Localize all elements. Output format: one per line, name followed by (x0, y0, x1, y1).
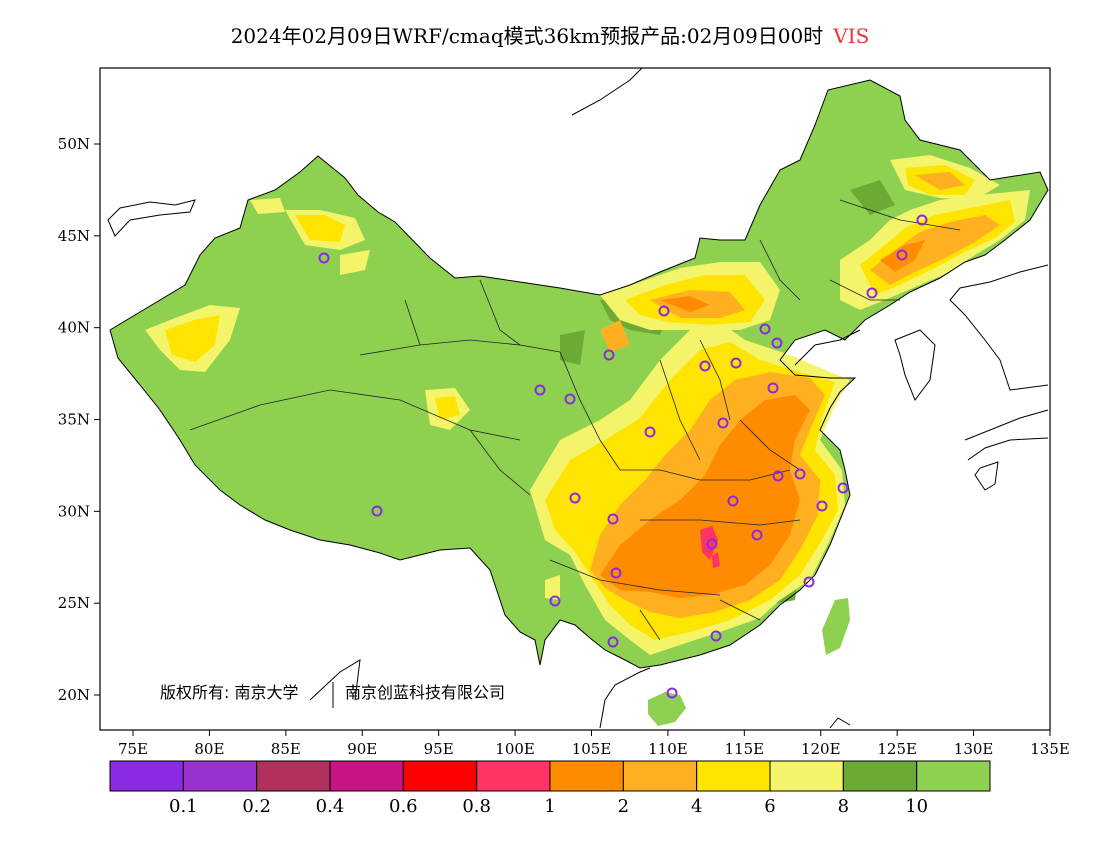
lon-tick-label: 85E (271, 740, 301, 758)
lat-tick-label: 40N (58, 319, 90, 337)
lat-tick-label: 35N (58, 411, 90, 429)
copyright-company: 南京创蓝科技有限公司 (345, 683, 505, 702)
colorbar-swatch (769, 760, 844, 792)
lon-tick-label: 135E (1030, 740, 1070, 758)
station-marker (816, 500, 828, 512)
colorbar-label: 6 (764, 796, 775, 817)
station-marker (866, 287, 878, 299)
colorbar-label: 2 (618, 796, 629, 817)
low-visibility-core (700, 526, 720, 568)
lon-tick-label: 90E (347, 740, 377, 758)
station-marker (727, 495, 739, 507)
station-marker (644, 426, 656, 438)
lon-tick-label: 125E (877, 740, 917, 758)
colorbar-swatch (402, 760, 478, 792)
colorbar-label: 0.4 (316, 796, 345, 817)
longitude-axis: 75E 80E 85E 90E 95E 100E 105E 110E 115E 120E 125E 1… (118, 730, 1070, 758)
station-marker (610, 567, 622, 579)
lat-tick-label: 20N (58, 686, 90, 704)
map-area: 版权所有: 南京大学 南京创蓝科技有限公司 (107, 68, 1049, 729)
lon-tick-label: 115E (725, 740, 765, 758)
chart-title: 2024年02月09日WRF/cmaq模式36km预报产品:02月09日00时 V… (0, 20, 1100, 49)
station-marker (837, 482, 849, 494)
station-marker (569, 492, 581, 504)
station-marker (658, 305, 670, 317)
colorbar-swatch (696, 760, 771, 792)
station-marker (916, 214, 928, 226)
colorbar-label: 10 (905, 796, 928, 817)
orange-zone (600, 240, 925, 598)
station-marker (666, 687, 678, 699)
title-text: 2024年02月09日WRF/cmaq模式36km预报产品:02月09日00时 (230, 24, 824, 48)
colorbar-swatch (109, 760, 184, 792)
station-marker (803, 576, 815, 588)
station-marker (534, 384, 546, 396)
colorbar-label: 0.8 (462, 796, 491, 817)
taiwan-island (822, 598, 850, 655)
colorbar-label: 0.1 (169, 796, 198, 817)
station-marker (771, 337, 783, 349)
station-marker (607, 513, 619, 525)
lon-tick-label: 120E (801, 740, 841, 758)
station-marker (730, 357, 742, 369)
province-borders (189, 199, 961, 641)
station-marker (706, 538, 718, 550)
latitude-axis: 50N 45N 40N 35N 30N 25N 20N (58, 135, 100, 704)
lon-tick-label: 95E (424, 740, 454, 758)
lon-tick-label: 130E (954, 740, 994, 758)
station-marker (371, 505, 383, 517)
colorbar-swatch (549, 760, 624, 792)
station-marker (751, 529, 763, 541)
lon-tick-label: 105E (572, 740, 612, 758)
colorbar-swatch (256, 760, 331, 792)
colorbar-label: 1 (544, 796, 555, 817)
colorbar-label: 0.6 (389, 796, 418, 817)
lon-tick-label: 100E (495, 740, 535, 758)
map-frame (99, 67, 1051, 731)
station-marker (717, 417, 729, 429)
station-marker (607, 636, 619, 648)
colorbar-swatch (182, 760, 258, 792)
station-marker (318, 252, 330, 264)
colorbar-swatch (622, 760, 698, 792)
lon-tick-label: 75E (118, 740, 148, 758)
lat-tick-label: 50N (58, 135, 90, 153)
station-marker (772, 470, 784, 482)
station-marker (710, 630, 722, 642)
colorbar-swatch (842, 760, 918, 792)
station-markers (318, 214, 928, 699)
lat-tick-label: 30N (58, 502, 90, 520)
copyright-prefix: 版权所有: 南京大学 (160, 683, 298, 702)
colorbar-label: 4 (691, 796, 702, 817)
colorbar: 0.1 0.2 0.4 0.6 0.8 1 2 4 6 8 10 (109, 760, 991, 817)
station-marker (564, 393, 576, 405)
station-marker (896, 249, 908, 261)
station-marker (699, 360, 711, 372)
lon-tick-label: 110E (648, 740, 688, 758)
station-marker (603, 349, 615, 361)
colorbar-swatch (476, 760, 551, 792)
hainan-island (648, 692, 686, 726)
station-marker (794, 468, 806, 480)
lat-tick-label: 45N (58, 227, 90, 245)
colorbar-swatch (329, 760, 404, 792)
colorbar-swatch (916, 760, 991, 792)
lon-tick-label: 80E (194, 740, 224, 758)
lat-tick-label: 25N (58, 594, 90, 612)
station-marker (759, 323, 771, 335)
station-marker (767, 382, 779, 394)
coastlines (107, 68, 1049, 729)
station-marker (549, 595, 561, 607)
china-outline (109, 79, 1049, 669)
colorbar-label: 0.2 (242, 796, 271, 817)
title-variable: VIS (833, 24, 870, 48)
colorbar-label: 8 (838, 796, 849, 817)
